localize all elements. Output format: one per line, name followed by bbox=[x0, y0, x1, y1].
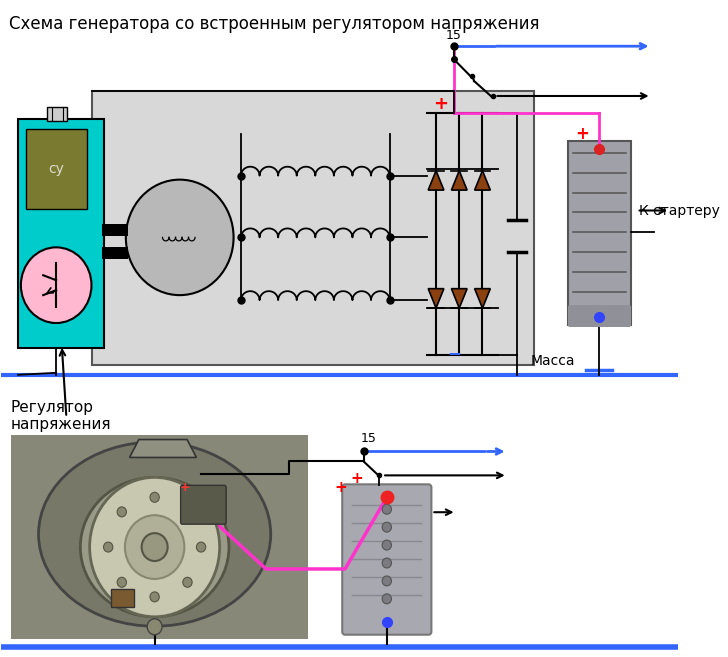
Polygon shape bbox=[475, 171, 491, 190]
Text: К стартеру: К стартеру bbox=[639, 204, 720, 217]
FancyBboxPatch shape bbox=[11, 434, 308, 639]
FancyBboxPatch shape bbox=[47, 107, 67, 121]
Circle shape bbox=[150, 492, 159, 502]
Polygon shape bbox=[475, 288, 491, 308]
Text: −: − bbox=[447, 344, 461, 362]
FancyBboxPatch shape bbox=[18, 119, 103, 348]
Circle shape bbox=[382, 594, 392, 604]
Circle shape bbox=[90, 478, 220, 617]
Circle shape bbox=[117, 507, 127, 517]
Circle shape bbox=[183, 507, 192, 517]
FancyBboxPatch shape bbox=[26, 129, 87, 208]
Circle shape bbox=[103, 542, 113, 552]
Ellipse shape bbox=[39, 442, 271, 626]
Text: Схема генератора со встроенным регулятором напряжения: Схема генератора со встроенным регулятор… bbox=[9, 15, 539, 34]
Circle shape bbox=[150, 592, 159, 602]
FancyBboxPatch shape bbox=[92, 91, 534, 365]
Text: +: + bbox=[334, 480, 347, 495]
FancyBboxPatch shape bbox=[102, 225, 127, 237]
FancyBboxPatch shape bbox=[1, 430, 678, 648]
Circle shape bbox=[197, 542, 206, 552]
Polygon shape bbox=[428, 288, 444, 308]
Text: 15: 15 bbox=[446, 29, 462, 42]
Text: Масса: Масса bbox=[531, 354, 575, 368]
Circle shape bbox=[117, 578, 127, 587]
FancyBboxPatch shape bbox=[568, 141, 631, 325]
Text: Регулятор
напряжения: Регулятор напряжения bbox=[11, 399, 111, 432]
Circle shape bbox=[21, 247, 92, 323]
Polygon shape bbox=[428, 171, 444, 190]
FancyBboxPatch shape bbox=[181, 486, 226, 524]
Circle shape bbox=[382, 505, 392, 514]
Circle shape bbox=[147, 619, 162, 635]
Circle shape bbox=[125, 515, 184, 579]
FancyBboxPatch shape bbox=[568, 305, 631, 327]
FancyBboxPatch shape bbox=[342, 484, 432, 635]
Text: +: + bbox=[433, 95, 448, 113]
Circle shape bbox=[382, 576, 392, 586]
Text: +: + bbox=[575, 125, 589, 143]
FancyBboxPatch shape bbox=[111, 589, 134, 607]
Circle shape bbox=[126, 179, 234, 295]
Circle shape bbox=[183, 578, 192, 587]
Text: 15: 15 bbox=[360, 432, 376, 445]
Polygon shape bbox=[130, 440, 197, 457]
Circle shape bbox=[382, 558, 392, 568]
Ellipse shape bbox=[80, 478, 229, 617]
Polygon shape bbox=[451, 171, 467, 190]
Circle shape bbox=[382, 522, 392, 532]
Polygon shape bbox=[451, 288, 467, 308]
FancyBboxPatch shape bbox=[102, 247, 127, 260]
Circle shape bbox=[142, 533, 167, 561]
Circle shape bbox=[382, 540, 392, 550]
Text: +: + bbox=[180, 482, 190, 494]
Text: +: + bbox=[351, 471, 363, 486]
Text: су: су bbox=[48, 162, 64, 175]
